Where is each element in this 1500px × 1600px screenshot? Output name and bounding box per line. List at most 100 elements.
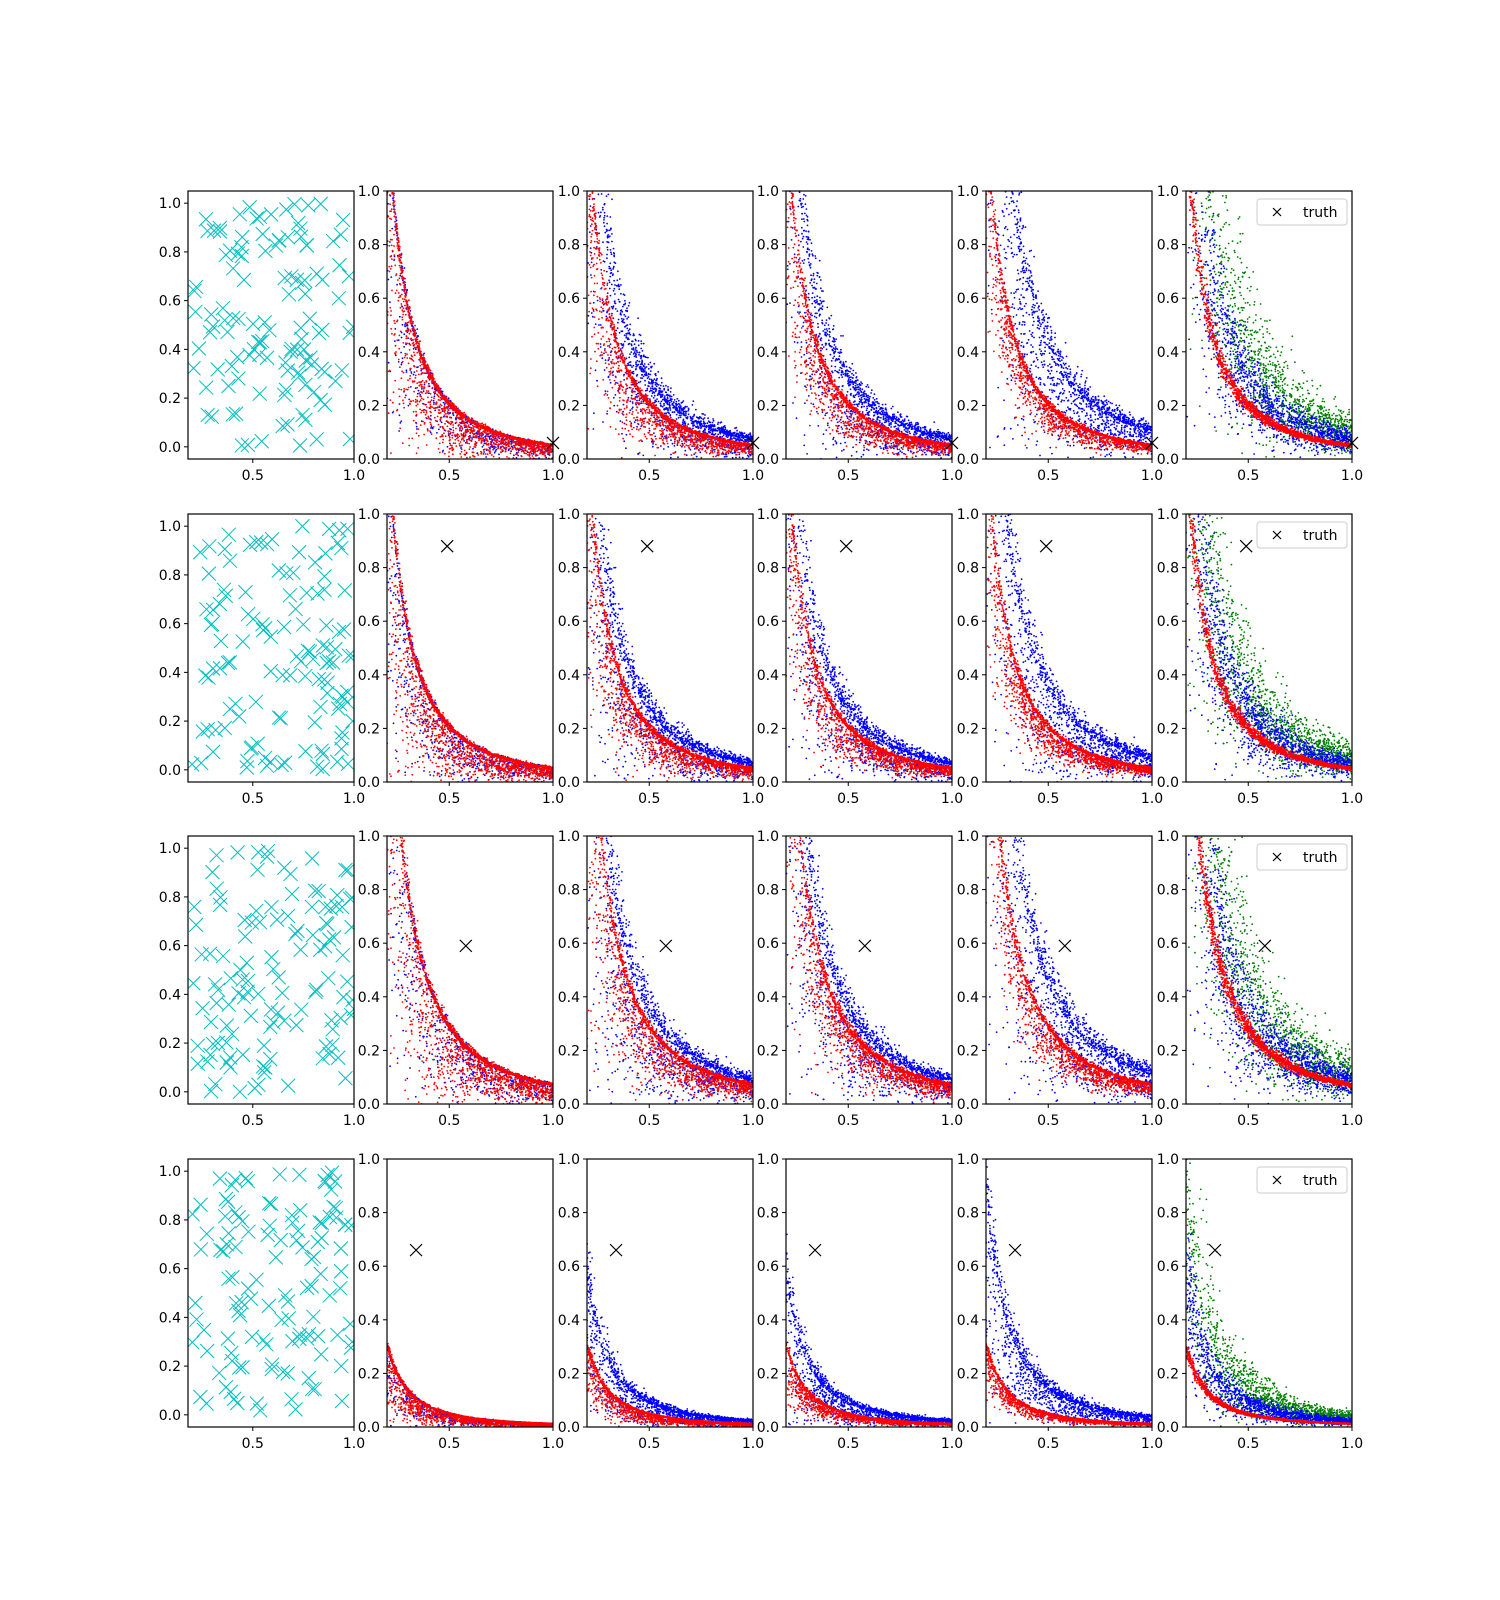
red-point [460, 425, 462, 427]
blue-point [654, 395, 656, 397]
blue-point [628, 332, 630, 334]
red-point [396, 321, 398, 323]
blue-point [607, 234, 609, 236]
red-point [452, 427, 454, 429]
red-point [430, 419, 432, 421]
red-point [548, 448, 550, 450]
red-point [430, 370, 432, 372]
red-point [393, 391, 395, 393]
blue-point [600, 324, 602, 326]
blue-point [470, 424, 472, 426]
sample-x-marker [199, 381, 213, 395]
red-point [449, 408, 451, 410]
blue-point [615, 303, 617, 305]
blue-point [706, 422, 708, 424]
blue-point [610, 252, 612, 254]
red-point [497, 439, 499, 441]
blue-point [624, 303, 626, 305]
blue-point [517, 455, 519, 457]
red-point [450, 423, 452, 425]
red-point [402, 399, 404, 401]
blue-point [663, 388, 665, 390]
y-tick-label: 0.0 [159, 440, 181, 456]
blue-point [633, 347, 635, 349]
red-point [420, 355, 422, 357]
blue-point [622, 411, 624, 413]
red-point [420, 360, 422, 362]
red-point [390, 328, 392, 330]
red-point [521, 450, 523, 452]
blue-point [606, 312, 608, 314]
red-point [423, 353, 425, 355]
red-point [459, 443, 461, 445]
red-point [468, 436, 470, 438]
red-point [397, 300, 399, 302]
red-point [464, 454, 466, 456]
blue-point [681, 409, 683, 411]
red-point [532, 443, 534, 445]
blue-point [717, 423, 719, 425]
red-point [394, 265, 396, 267]
blue-point [609, 276, 611, 278]
red-point [612, 371, 614, 373]
blue-point [649, 430, 651, 432]
blue-point [641, 360, 643, 362]
red-point [503, 447, 505, 449]
sample-x-marker [335, 363, 349, 377]
red-point [610, 367, 612, 369]
blue-point [599, 215, 601, 217]
red-point [408, 363, 410, 365]
blue-point [616, 279, 618, 281]
red-point [449, 440, 451, 442]
red-point [653, 415, 655, 417]
red-point [508, 445, 510, 447]
blue-point [667, 386, 669, 388]
sample-x-marker [221, 379, 235, 393]
blue-point [406, 369, 408, 371]
red-point [414, 338, 416, 340]
red-point [521, 447, 523, 449]
blue-point [717, 433, 719, 435]
blue-point [658, 392, 660, 394]
red-point [528, 439, 530, 441]
sample-x-marker [303, 312, 317, 326]
red-point [390, 310, 392, 312]
blue-point [725, 433, 727, 435]
red-point [509, 437, 511, 439]
red-point [442, 442, 444, 444]
red-point [390, 399, 392, 401]
blue-point [691, 418, 693, 420]
blue-point [630, 351, 632, 353]
blue-point [661, 428, 663, 430]
red-point [480, 423, 482, 425]
red-point [531, 448, 533, 450]
blue-point [658, 384, 660, 386]
blue-point [606, 195, 608, 197]
sample-x-marker [230, 350, 244, 364]
red-point [510, 453, 512, 455]
red-point [455, 445, 457, 447]
red-point [407, 330, 409, 332]
blue-point [648, 376, 650, 378]
red-point [528, 448, 530, 450]
blue-point [660, 402, 662, 404]
blue-point [676, 414, 678, 416]
blue-point [678, 410, 680, 412]
red-point [425, 417, 427, 419]
red-point [607, 354, 609, 356]
red-point [488, 447, 490, 449]
red-point [413, 411, 415, 413]
blue-point [634, 343, 636, 345]
red-point [398, 348, 400, 350]
red-point [593, 203, 595, 205]
sample-x-marker [225, 359, 239, 373]
blue-point [610, 249, 612, 251]
blue-point [472, 448, 474, 450]
red-point [483, 439, 485, 441]
blue-point [704, 426, 706, 428]
red-point [412, 381, 414, 383]
red-point [447, 426, 449, 428]
blue-point [609, 262, 611, 264]
blue-point [595, 323, 597, 325]
red-point [490, 429, 492, 431]
